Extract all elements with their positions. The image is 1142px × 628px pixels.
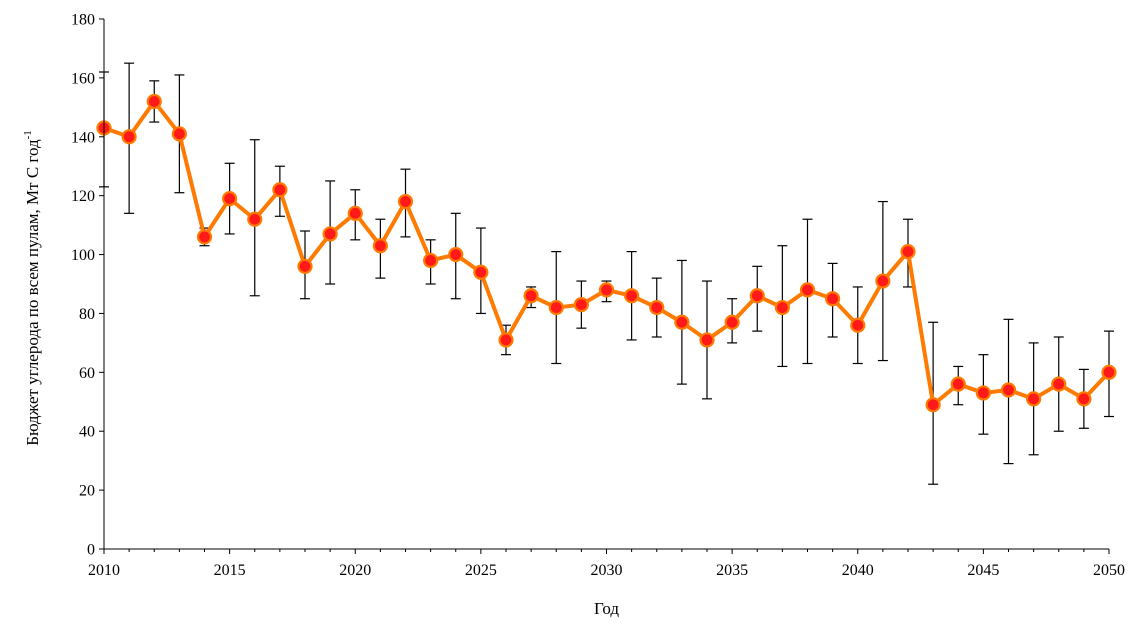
y-axis-title: Бюджет углерода по всем пулам, Мт С год-…: [22, 130, 42, 446]
data-point: [448, 246, 464, 263]
error-bars: [99, 62, 1114, 485]
data-point: [247, 211, 263, 227]
data-point: [121, 129, 137, 145]
data-point: [925, 397, 941, 413]
data-point: [171, 126, 187, 142]
data-point: [573, 297, 589, 313]
data-point: [674, 314, 690, 330]
data-point: [548, 299, 564, 316]
y-tick-label: 40: [79, 424, 95, 441]
y-tick-label: 100: [71, 247, 95, 264]
data-point: [699, 332, 715, 348]
data-point: [1000, 382, 1017, 398]
data-point: [598, 282, 615, 298]
x-tick-label: 2015: [214, 562, 246, 579]
x-tick-label: 2035: [716, 562, 748, 579]
data-point: [724, 314, 740, 330]
x-tick-label: 2045: [967, 562, 999, 579]
y-tick-label: 60: [79, 365, 95, 382]
data-point: [322, 226, 338, 242]
data-point: [423, 252, 439, 269]
data-point: [900, 244, 916, 260]
y-tick-label: 160: [71, 70, 95, 87]
x-tick-label: 2025: [465, 562, 497, 579]
data-point: [1101, 364, 1117, 380]
y-tick-label: 80: [79, 306, 95, 323]
data-point: [473, 264, 489, 280]
data-point: [774, 299, 790, 316]
data-markers: [96, 93, 1117, 413]
data-point: [1051, 376, 1067, 392]
data-point: [749, 288, 765, 304]
data-point: [799, 282, 816, 298]
y-tick-label: 0: [87, 542, 95, 559]
x-tick-label: 2040: [842, 562, 874, 579]
data-point: [196, 229, 213, 245]
data-point: [297, 258, 313, 274]
x-tick-label: 2010: [88, 562, 120, 579]
y-tick-label: 180: [71, 12, 95, 29]
y-tick-label: 120: [71, 188, 95, 205]
data-point: [875, 273, 891, 289]
data-point: [372, 238, 388, 254]
x-axis-title: Год: [594, 599, 619, 618]
data-point: [272, 182, 288, 198]
data-point: [624, 288, 640, 304]
data-point: [649, 299, 665, 316]
data-point: [523, 288, 539, 304]
data-point: [347, 205, 363, 221]
data-point: [1026, 391, 1042, 407]
y-axis-title-superscript: -1: [22, 130, 34, 139]
data-point: [950, 376, 966, 392]
data-point: [975, 385, 991, 401]
y-axis-title-main: Бюджет углерода по всем пулам, Мт С год: [23, 139, 42, 446]
x-tick-label: 2020: [339, 562, 371, 579]
data-point: [1076, 391, 1092, 407]
y-tick-label: 20: [79, 483, 95, 500]
x-tick-label: 2050: [1093, 562, 1125, 579]
data-point: [146, 93, 162, 110]
data-point: [850, 317, 866, 333]
data-point: [825, 291, 841, 307]
x-tick-label: 2030: [591, 562, 623, 579]
y-tick-label: 140: [71, 129, 95, 146]
data-point: [222, 191, 238, 207]
data-point: [397, 193, 414, 210]
data-point: [498, 332, 514, 348]
